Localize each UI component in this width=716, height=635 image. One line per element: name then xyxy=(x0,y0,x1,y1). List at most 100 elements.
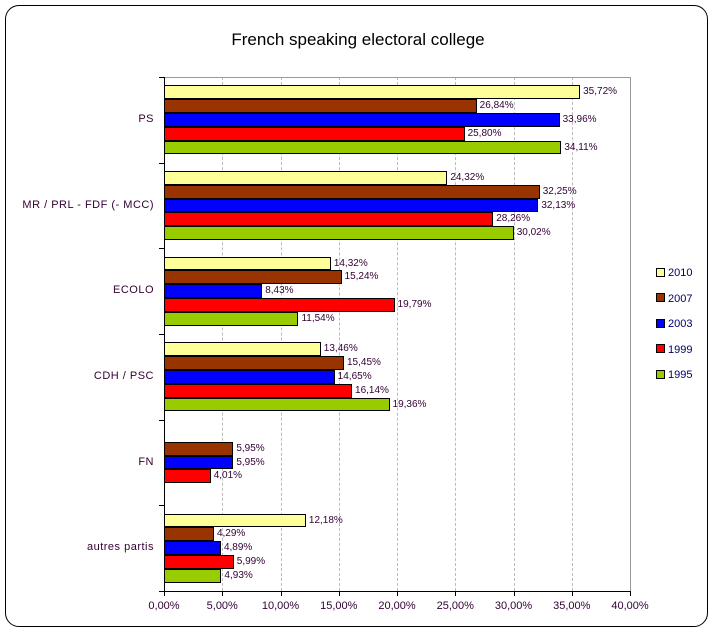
value-label: 11,54% xyxy=(301,312,335,324)
bar-1995 xyxy=(164,140,562,155)
value-label: 12,18% xyxy=(308,514,343,526)
y-tick xyxy=(159,334,164,335)
gridline xyxy=(513,77,515,591)
x-tick xyxy=(630,591,631,596)
bar-2003 xyxy=(164,198,539,213)
value-label: 4,01% xyxy=(213,470,243,482)
bar-1999 xyxy=(164,555,234,569)
bar-2007 xyxy=(164,184,540,199)
legend-swatch-icon xyxy=(656,344,665,354)
legend-item-2003: 2003 xyxy=(656,318,692,330)
plot-border xyxy=(164,77,630,78)
value-label: 30,02% xyxy=(516,227,551,239)
x-tick xyxy=(338,591,340,596)
legend-label: 2007 xyxy=(668,292,693,305)
bar-1995 xyxy=(164,311,299,326)
value-label: 28,26% xyxy=(496,213,531,225)
category-label: ECOLO xyxy=(112,284,154,297)
value-label: 4,93% xyxy=(224,569,253,581)
bar-2003 xyxy=(164,541,221,556)
gridline xyxy=(455,77,457,591)
value-label: 4,29% xyxy=(216,528,246,540)
bar-2007 xyxy=(164,99,477,113)
value-label: 33,96% xyxy=(562,113,597,125)
gridline xyxy=(222,77,224,591)
x-tick xyxy=(280,591,282,596)
value-label: 15,45% xyxy=(346,357,381,369)
x-tick-label: 35,00% xyxy=(553,600,591,612)
legend-item-1995: 1995 xyxy=(656,369,692,381)
value-label: 13,46% xyxy=(323,343,358,355)
value-label: 15,24% xyxy=(344,271,379,283)
value-label: 14,32% xyxy=(333,257,368,269)
y-tick xyxy=(159,77,164,78)
bar-2003 xyxy=(164,112,560,127)
bar-1995 xyxy=(164,226,514,240)
bar-1999 xyxy=(164,212,494,227)
category-label: MR / PRL - FDF (- MCC) xyxy=(22,198,154,211)
legend-label: 1999 xyxy=(668,343,693,356)
y-tick xyxy=(159,505,164,507)
x-tick-label: 25,00% xyxy=(436,600,474,612)
value-label: 14,65% xyxy=(337,370,372,382)
category-label: CDH / PSC xyxy=(93,369,154,382)
value-label: 16,14% xyxy=(355,384,389,396)
value-label: 35,72% xyxy=(583,86,618,98)
category-label: FN xyxy=(138,455,154,468)
bar-1999 xyxy=(164,298,395,312)
x-tick-label: 5,00% xyxy=(206,600,238,612)
bar-2003 xyxy=(164,369,335,384)
x-axis xyxy=(164,591,630,592)
category-label: autres partis xyxy=(86,541,154,554)
x-tick xyxy=(455,591,457,596)
bar-2010 xyxy=(164,342,321,357)
x-tick-label: 10,00% xyxy=(261,600,300,612)
bar-1995 xyxy=(164,397,390,412)
legend-swatch-icon xyxy=(656,369,665,379)
value-label: 5,95% xyxy=(236,442,265,454)
bar-2007 xyxy=(164,270,342,285)
value-label: 19,36% xyxy=(392,398,427,410)
y-axis xyxy=(164,77,165,591)
legend-label: 2003 xyxy=(668,318,693,330)
bar-2010 xyxy=(164,171,448,185)
x-tick xyxy=(222,591,224,596)
x-tick-label: 0,00% xyxy=(148,600,180,612)
x-tick xyxy=(397,591,398,596)
value-label: 8,43% xyxy=(265,285,294,297)
value-label: 19,79% xyxy=(397,299,432,311)
category-label: PS xyxy=(138,112,154,125)
value-label: 32,25% xyxy=(542,185,577,197)
value-label: 5,95% xyxy=(236,456,265,468)
legend-item-2007: 2007 xyxy=(656,293,692,305)
y-tick xyxy=(159,591,164,592)
plot-border xyxy=(630,77,631,591)
legend-swatch-icon xyxy=(656,293,665,303)
bar-1999 xyxy=(164,126,465,141)
x-tick-label: 15,00% xyxy=(320,600,358,612)
legend-item-2010: 2010 xyxy=(656,267,692,279)
x-tick xyxy=(513,591,515,596)
legend-swatch-icon xyxy=(656,318,665,328)
value-label: 5,99% xyxy=(236,556,266,568)
x-tick xyxy=(571,591,573,596)
legend-label: 1995 xyxy=(668,369,693,381)
gridline xyxy=(397,77,398,591)
x-tick xyxy=(164,591,165,596)
y-tick xyxy=(159,419,164,421)
gridline xyxy=(280,77,282,591)
bar-2007 xyxy=(164,441,234,456)
value-label: 34,11% xyxy=(564,141,598,153)
value-label: 32,13% xyxy=(541,199,576,211)
value-label: 4,89% xyxy=(223,542,253,554)
legend-item-1999: 1999 xyxy=(656,344,692,356)
value-label: 24,32% xyxy=(450,172,485,183)
value-label: 26,84% xyxy=(479,100,514,112)
gridline xyxy=(338,77,340,591)
x-tick-label: 20,00% xyxy=(378,600,416,612)
legend-label: 2010 xyxy=(668,267,693,279)
bar-2003 xyxy=(164,284,263,299)
y-tick xyxy=(159,162,164,164)
bar-2003 xyxy=(164,455,234,470)
legend-swatch-icon xyxy=(656,267,665,277)
